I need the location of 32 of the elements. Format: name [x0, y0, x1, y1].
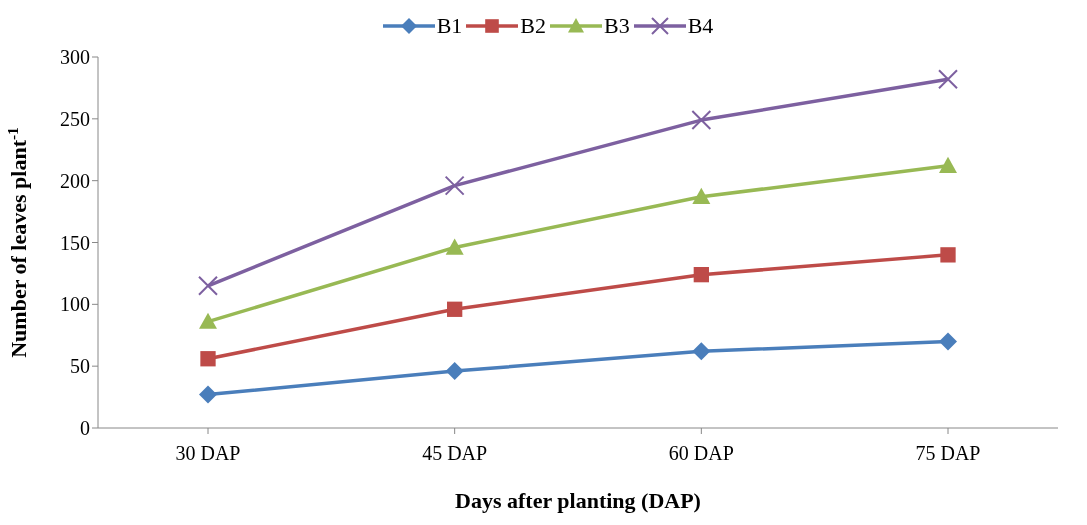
y-tick-label: 250	[60, 107, 90, 130]
x-tick-label: 45 DAP	[422, 442, 488, 465]
legend-label: B2	[520, 13, 546, 39]
y-tick-label: 300	[60, 46, 90, 69]
point	[692, 187, 711, 204]
legend-label: B1	[436, 13, 463, 39]
x-tick-label: 60 DAP	[668, 442, 734, 465]
point	[444, 175, 465, 196]
point	[447, 301, 463, 317]
point	[693, 267, 709, 283]
y-tick-label: 100	[60, 293, 90, 316]
y-tick-label: 150	[60, 231, 90, 254]
point	[939, 156, 957, 174]
point	[198, 275, 218, 296]
point	[692, 342, 711, 361]
point	[445, 238, 464, 255]
y-tick-label: 50	[70, 355, 90, 378]
point	[200, 351, 216, 367]
point	[199, 312, 217, 329]
x-tick-label: 30 DAP	[175, 442, 241, 465]
x-tick-label: 75 DAP	[915, 442, 981, 465]
point	[939, 332, 957, 351]
legend-label: B4	[687, 13, 714, 39]
point	[445, 362, 464, 381]
legend-label: B3	[604, 13, 630, 39]
y-tick-label: 0	[80, 417, 90, 440]
x-axis-title: Days after planting (DAP)	[455, 488, 701, 513]
y-tick-label: 200	[60, 169, 90, 192]
point	[199, 385, 217, 404]
point	[940, 247, 956, 263]
point	[938, 69, 958, 90]
point	[691, 110, 712, 131]
